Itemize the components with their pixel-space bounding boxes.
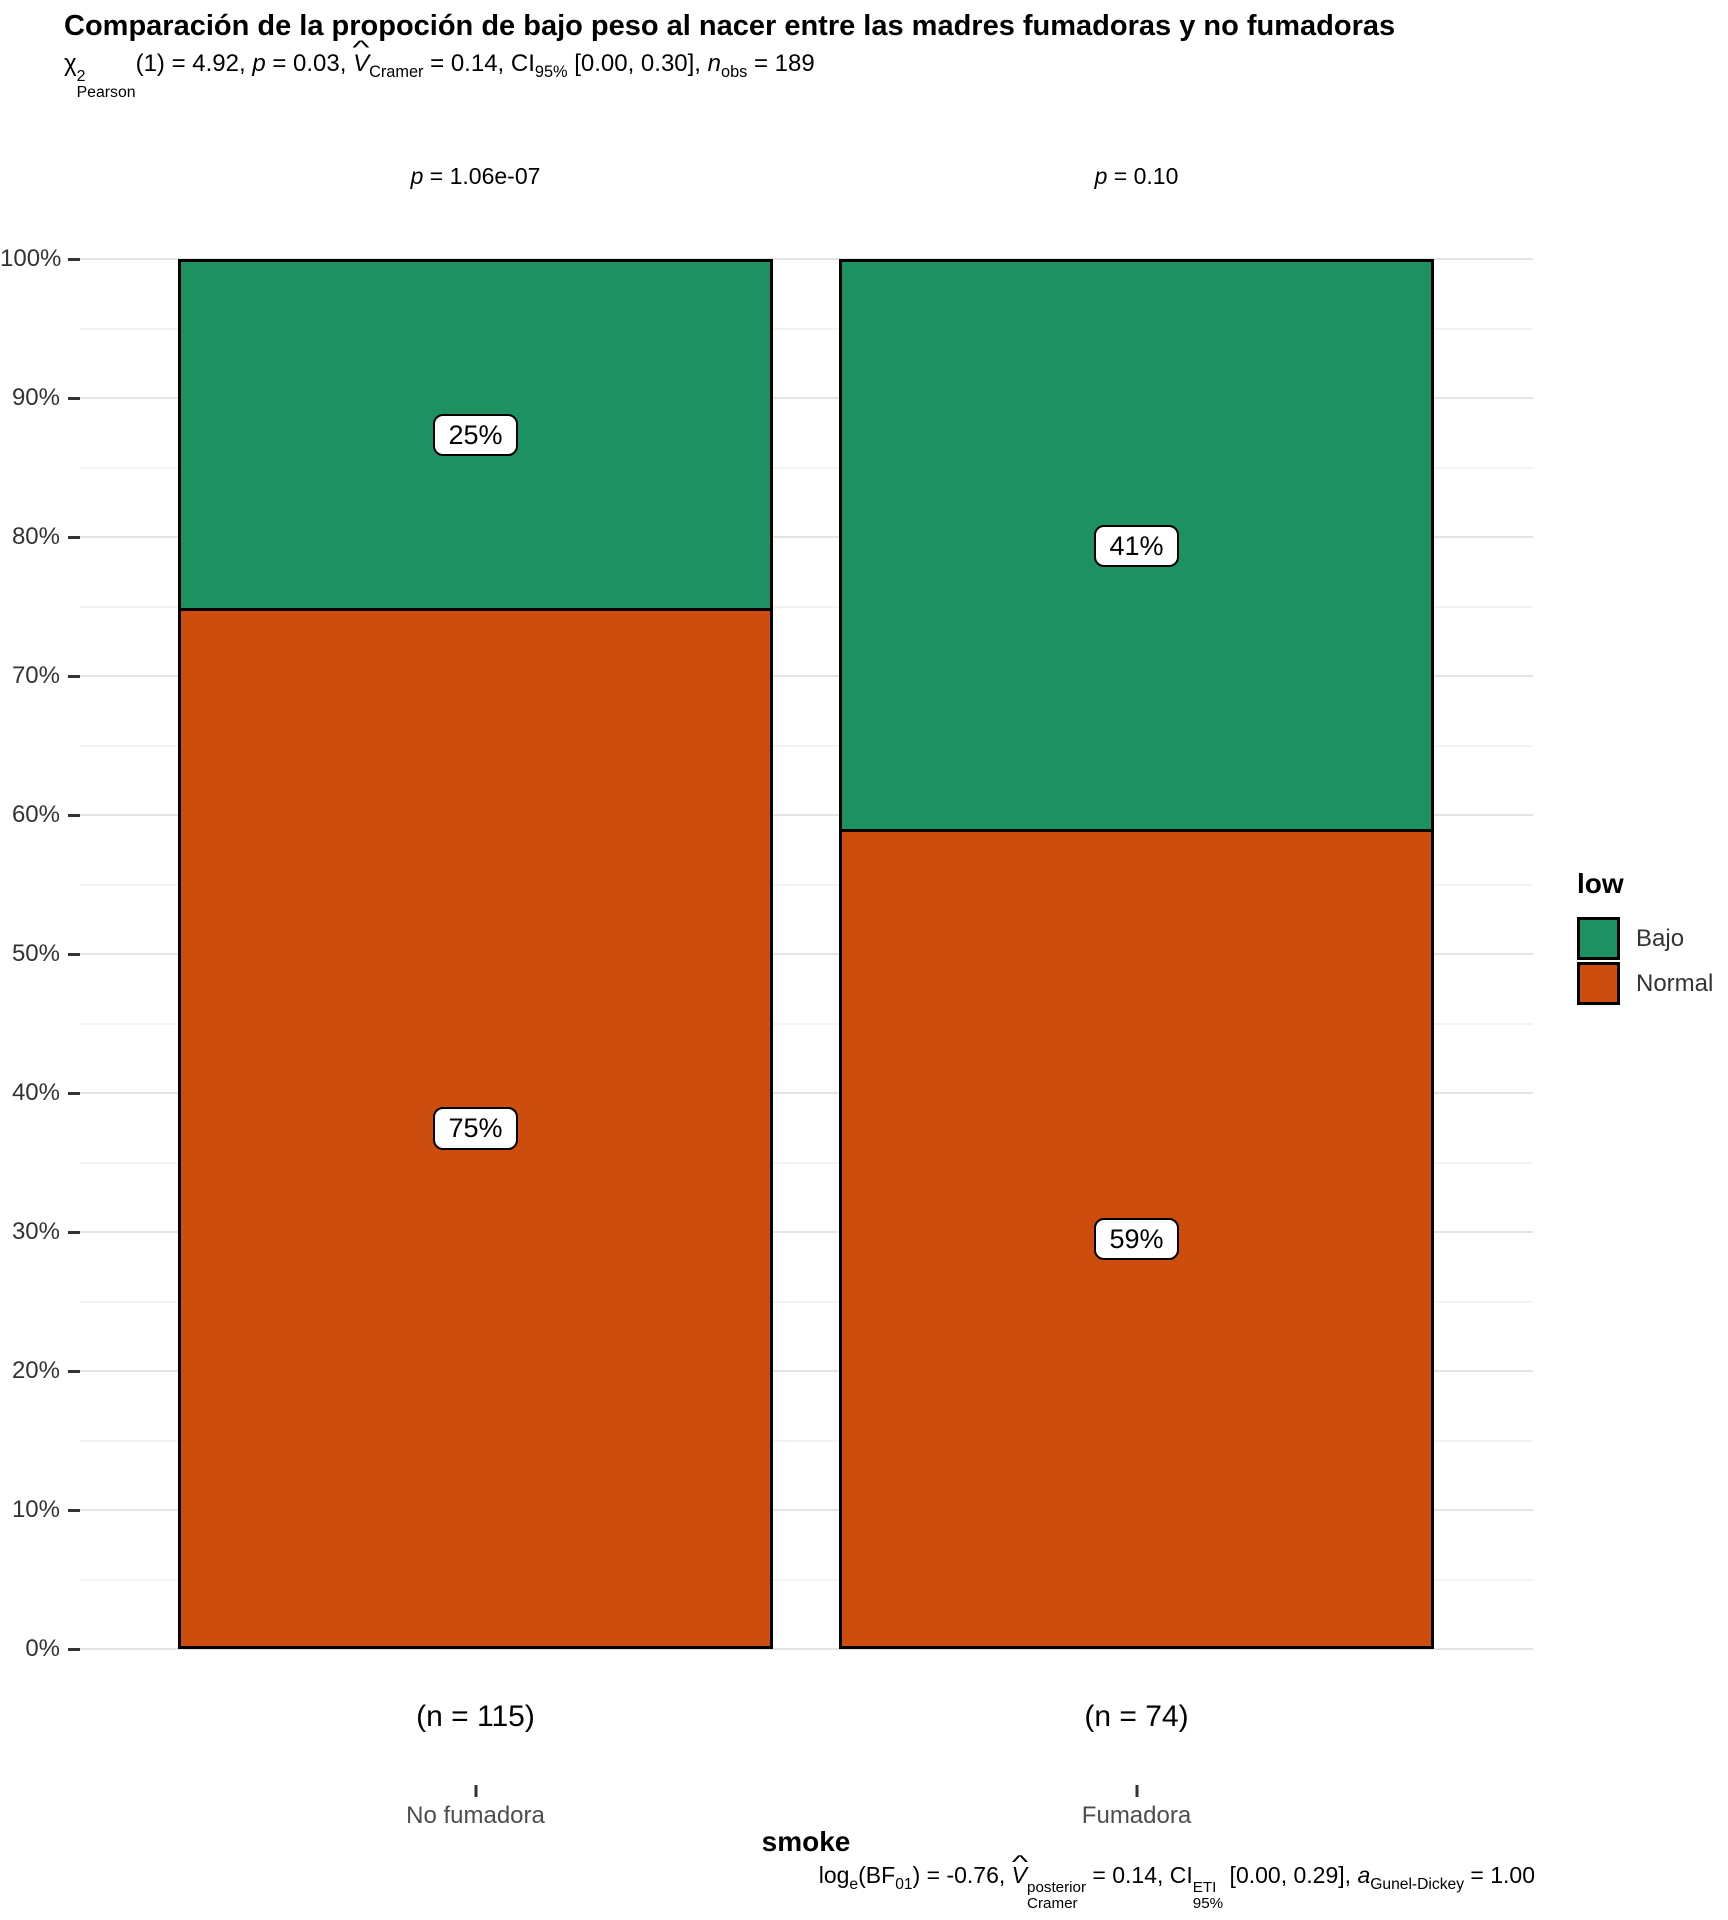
- x-axis-tick-label-fumadora: Fumadora: [1081, 1802, 1192, 1829]
- y-axis-tick-label: 20%: [11, 1357, 60, 1384]
- gridline-major: [80, 258, 1533, 260]
- x-axis-tick-mark: [1135, 1785, 1138, 1797]
- y-axis-tick-mark: [68, 1508, 80, 1512]
- x-axis-title: smoke: [761, 1826, 851, 1857]
- gridline-major: [80, 675, 1533, 677]
- legend-items: Bajo Normal: [1577, 916, 1713, 1006]
- gridline-major: [80, 1231, 1533, 1233]
- x-axis-tick-mark: [474, 1785, 477, 1797]
- y-axis-tick-mark: [68, 1369, 80, 1373]
- x-axis-tick-label-no-fumadora: No fumadora: [406, 1802, 545, 1829]
- sample-size-label-no-fumadora: (n = 115): [416, 1700, 535, 1733]
- y-axis-tick-mark: [68, 674, 80, 678]
- legend-swatch-normal: [1577, 962, 1620, 1005]
- gridline-minor: [80, 1439, 1533, 1442]
- y-axis-tick-mark: [68, 257, 80, 261]
- percent-label-normal-no-fumadora: 75%: [433, 1107, 518, 1150]
- legend-item-normal: Normal: [1577, 961, 1713, 1006]
- gridline-major: [80, 953, 1533, 955]
- gridline-major: [80, 1648, 1533, 1650]
- gridline-minor: [80, 605, 1533, 608]
- y-axis-tick-label: 80%: [11, 523, 60, 550]
- segment-bajo-no-fumadora: 25%: [181, 262, 770, 608]
- y-axis-tick-mark: [68, 813, 80, 817]
- gridline-minor: [80, 327, 1533, 330]
- chart-title: Comparación de la propoción de bajo peso…: [64, 10, 1396, 42]
- legend-label-normal: Normal: [1636, 969, 1714, 997]
- gridline-major: [80, 536, 1533, 538]
- p-value-annotation-no-fumadora: p = 1.06e-07: [410, 163, 541, 189]
- gridline-minor: [80, 883, 1533, 886]
- y-axis-tick-mark: [68, 1230, 80, 1234]
- gridline-major: [80, 814, 1533, 816]
- gridline-minor: [80, 466, 1533, 469]
- y-axis-tick-mark: [68, 952, 80, 956]
- gridline-major: [80, 1509, 1533, 1511]
- segment-normal-fumadora: 59%: [842, 829, 1431, 1646]
- percent-label-bajo-fumadora: 41%: [1094, 524, 1179, 567]
- bar-no-fumadora: 25% 75%: [178, 259, 773, 1649]
- segment-bajo-fumadora: 41%: [842, 262, 1431, 830]
- gridline-minor: [80, 744, 1533, 747]
- segment-normal-no-fumadora: 75%: [181, 608, 770, 1646]
- gridline-major: [80, 1092, 1533, 1094]
- legend-item-bajo: Bajo: [1577, 916, 1713, 961]
- bar-fumadora: 41% 59%: [839, 259, 1434, 1649]
- gridline-minor: [80, 1161, 1533, 1164]
- y-axis-tick-mark: [68, 1091, 80, 1095]
- y-axis-tick-label: 100%: [0, 245, 62, 272]
- legend-label-bajo: Bajo: [1636, 924, 1685, 952]
- y-axis-tick-label: 30%: [11, 1218, 60, 1245]
- y-axis-tick-label: 90%: [11, 384, 60, 411]
- percent-label-bajo-no-fumadora: 25%: [433, 413, 518, 457]
- legend-title: low: [1577, 868, 1624, 899]
- y-axis-tick-label: 50%: [11, 940, 60, 967]
- y-axis-tick-label: 10%: [11, 1496, 60, 1523]
- y-axis-tick-label: 70%: [11, 662, 60, 689]
- gridline-major: [80, 397, 1533, 399]
- gridline-minor: [80, 1578, 1533, 1581]
- legend-swatch-bajo: [1577, 917, 1620, 960]
- y-axis-tick-label: 60%: [11, 801, 60, 828]
- y-axis-tick-label: 40%: [11, 1079, 60, 1106]
- legend: low Bajo Normal: [1577, 868, 1713, 1006]
- sample-size-label-fumadora: (n = 74): [1084, 1700, 1189, 1733]
- percent-label-normal-fumadora: 59%: [1094, 1218, 1179, 1261]
- y-axis-tick-mark: [68, 535, 80, 539]
- gridline-major: [80, 1370, 1533, 1372]
- gridline-minor: [80, 1300, 1533, 1303]
- y-axis-tick-mark: [68, 1647, 80, 1651]
- p-value-annotation-fumadora: p = 0.10: [1094, 163, 1179, 189]
- gridline-minor: [80, 1022, 1533, 1025]
- y-axis-tick-mark: [68, 396, 80, 400]
- y-axis-tick-label: 0%: [25, 1635, 60, 1662]
